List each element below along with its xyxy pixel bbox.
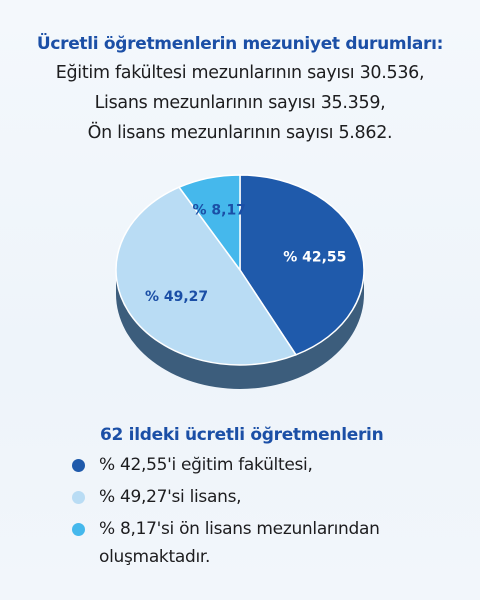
legend-item-bachelor: % 49,27'si lisans,	[72, 483, 452, 511]
pie-label-bachelor: % 49,27	[145, 289, 208, 305]
page-title: Ücretli öğretmenlerin mezuniyet durumlar…	[36, 34, 444, 54]
pie-label-associate: % 8,17	[192, 202, 245, 218]
pie-top	[115, 174, 365, 366]
legend-title: 62 ildeki ücretli öğretmenlerin	[100, 425, 384, 445]
pie-side	[116, 270, 364, 389]
legend-item-education-faculty: % 42,55'i eğitim fakültesi,	[72, 451, 452, 479]
header: Ücretli öğretmenlerin mezuniyet durumlar…	[0, 34, 480, 148]
legend-dot	[72, 523, 85, 536]
legend-text: % 42,55'i eğitim fakültesi,	[99, 455, 313, 475]
header-line-bachelor: Lisans mezunlarının sayısı 35.359,	[94, 93, 386, 113]
legend-text: % 49,27'si lisans,	[99, 487, 242, 507]
legend-text: % 8,17'si ön lisans mezunlarından oluşma…	[99, 519, 380, 567]
legend-dot	[72, 459, 85, 472]
pie-side-band	[116, 270, 364, 389]
pie-slice-education-faculty	[239, 174, 365, 356]
pie-labels: % 42,55 % 49,27 % 8,17	[145, 202, 346, 305]
pie-chart: % 42,55 % 49,27 % 8,17	[115, 174, 365, 389]
legend-item-associate: % 8,17'si ön lisans mezunlarından oluşma…	[72, 515, 452, 571]
legend-dot	[72, 491, 85, 504]
pie-slice-associate	[177, 174, 241, 273]
pie-label-education-faculty: % 42,55	[283, 249, 346, 265]
header-line-associate: Ön lisans mezunlarının sayısı 5.862.	[87, 123, 393, 143]
pie-slice-bachelor	[115, 186, 298, 366]
legend: 62 ildeki ücretli öğretmenlerin % 42,55'…	[72, 425, 452, 575]
header-line-education-faculty: Eğitim fakültesi mezunlarının sayısı 30.…	[55, 63, 425, 83]
